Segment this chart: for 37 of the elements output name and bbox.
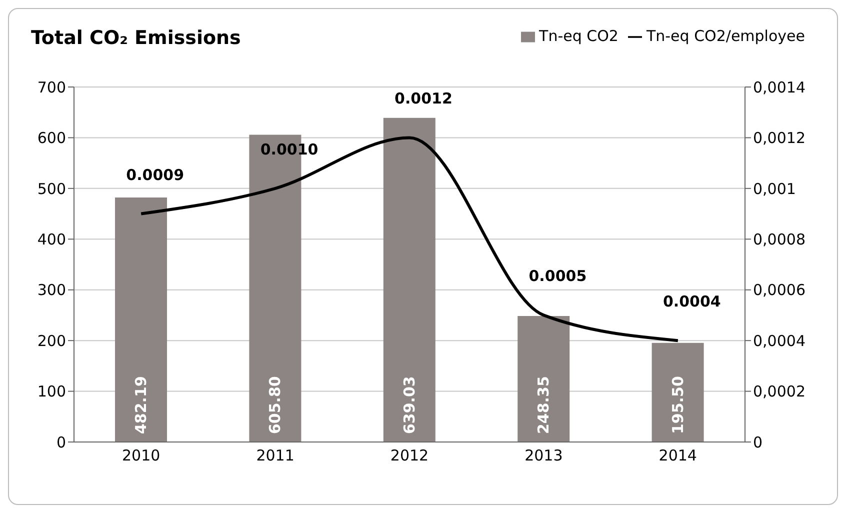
- y2-tick-label: 0,0008: [753, 230, 806, 248]
- y-tick-label: 400: [37, 230, 66, 248]
- x-tick-label: 2013: [524, 446, 563, 465]
- y2-tick-label: 0,0012: [753, 129, 806, 148]
- bar: [115, 197, 167, 442]
- data-label: 0.0012: [394, 90, 452, 108]
- y-tick-label: 100: [37, 382, 66, 401]
- data-label: 0.0005: [528, 267, 587, 286]
- x-tick-label: 2010: [122, 446, 160, 465]
- legend-label: Tn-eq CO2: [539, 27, 618, 45]
- y2-tick-label: 0,001: [753, 180, 796, 198]
- y2-tick-label: 0,0014: [753, 78, 806, 96]
- data-label: 0.0004: [662, 292, 721, 311]
- data-label: 605.80: [266, 376, 284, 434]
- bar: [383, 118, 436, 442]
- y-tick-label: 500: [37, 180, 66, 198]
- data-label: 639.03: [400, 376, 418, 434]
- chart-title: Total CO₂ Emissions: [31, 27, 241, 49]
- x-tick-label: 2012: [390, 446, 429, 465]
- y-tick-label: 200: [37, 332, 66, 350]
- y-tick-label: 600: [37, 129, 66, 148]
- data-label: 482.19: [132, 376, 150, 434]
- y2-tick-label: 0: [753, 433, 763, 452]
- x-tick-label: 2011: [256, 446, 294, 465]
- bar: [652, 342, 704, 442]
- y-tick-label: 0: [56, 433, 66, 452]
- data-label: 0.0009: [126, 166, 184, 184]
- y2-tick-label: 0,0004: [753, 332, 806, 350]
- data-label: 248.35: [534, 376, 553, 434]
- y-tick-label: 700: [37, 78, 66, 96]
- y2-tick-label: 0,0006: [753, 281, 806, 300]
- y-tick-label: 300: [37, 281, 66, 300]
- y2-tick-label: 0,0002: [753, 382, 806, 401]
- data-label: 195.50: [668, 376, 687, 434]
- legend-label: Tn-eq CO2/employee: [646, 27, 805, 45]
- x-tick-label: 2014: [658, 446, 697, 465]
- bar: [518, 316, 570, 442]
